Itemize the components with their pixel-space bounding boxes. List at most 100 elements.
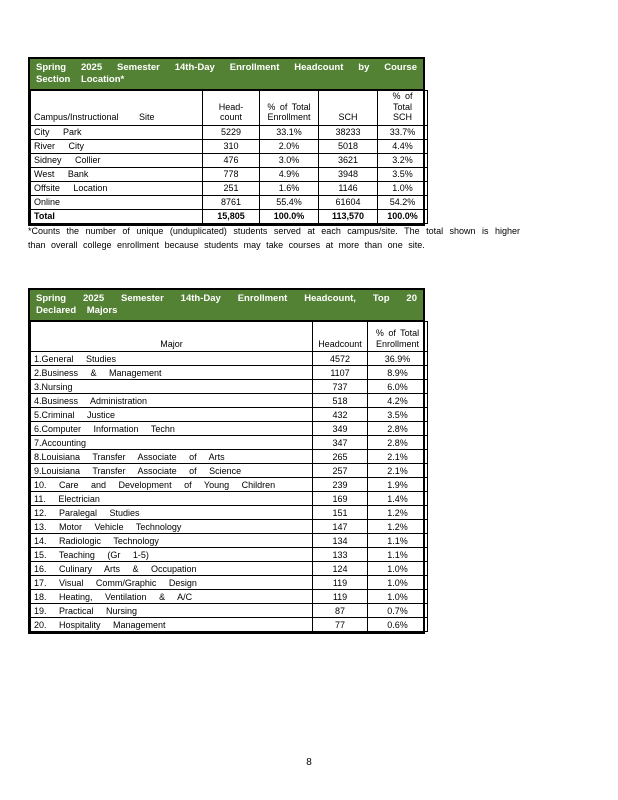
pct-enrollment-cell: 1.0% [367,561,428,576]
major-cell: 17. Visual Comm/Graphic Design [30,575,313,590]
major-cell: 18. Heating, Ventilation & A/C [30,589,313,604]
table-row: 10. Care and Development of Young Childr… [30,477,428,492]
major-cell: 5.Criminal Justice [30,407,313,422]
headcount-cell: 349 [312,421,368,436]
headcount-cell: 310 [202,138,260,154]
site-cell: Sidney Collier [30,152,203,168]
enrollment-by-location-table: Campus/Instructional Site Head- count % … [30,90,428,224]
major-cell: 13. Motor Vehicle Technology [30,519,313,534]
pct-enrollment-cell: 2.0% [259,138,319,154]
pct-enrollment-cell: 3.0% [259,152,319,168]
major-cell: 16. Culinary Arts & Occupation [30,561,313,576]
sch-cell: 3621 [318,152,378,168]
pct-enrollment-cell: 2.8% [367,435,428,450]
col-header-campus-site: Campus/Instructional Site [30,90,203,126]
headcount-cell: 133 [312,547,368,562]
table-row: 6.Computer Information Techn 349 2.8% [30,421,428,436]
major-cell: 2.Business & Management [30,365,313,380]
col-header-pct-sch: % of Total SCH [377,90,428,126]
headcount-cell: 124 [312,561,368,576]
table-row: 3.Nursing 737 6.0% [30,379,428,394]
pct-enrollment-cell: 1.4% [367,491,428,506]
headcount-cell: 265 [312,449,368,464]
sch-cell: 5018 [318,138,378,154]
site-cell: Online [30,194,203,210]
col-header-pct-enrollment: % of Total Enrollment [367,321,428,352]
table-row: 7.Accounting 347 2.8% [30,435,428,450]
pct-enrollment-cell: 36.9% [367,351,428,366]
major-cell: 10. Care and Development of Young Childr… [30,477,313,492]
headcount-cell: 15,805 [202,208,260,224]
col-header-headcount: Headcount [312,321,368,352]
major-cell: 12. Paralegal Studies [30,505,313,520]
table-row: 14. Radiologic Technology 134 1.1% [30,533,428,548]
table-row: 4.Business Administration 518 4.2% [30,393,428,408]
pct-enrollment-cell: 4.9% [259,166,319,182]
headcount-cell: 147 [312,519,368,534]
headcount-cell: 8761 [202,194,260,210]
pct-sch-cell: 4.4% [377,138,428,154]
table-row: 9.Louisiana Transfer Associate of Scienc… [30,463,428,478]
sch-cell: 113,570 [318,208,378,224]
table-row: City Park 5229 33.1% 38233 33.7% [30,124,428,140]
pct-sch-cell: 3.2% [377,152,428,168]
pct-sch-cell: 54.2% [377,194,428,210]
headcount-cell: 737 [312,379,368,394]
headcount-cell: 476 [202,152,260,168]
table-row: 8.Louisiana Transfer Associate of Arts 26… [30,449,428,464]
headcount-cell: 432 [312,407,368,422]
table2-header-row: Major Headcount % of Total Enrollment [30,321,428,352]
pct-sch-cell: 3.5% [377,166,428,182]
pct-enrollment-cell: 1.2% [367,505,428,520]
major-cell: 8.Louisiana Transfer Associate of Arts [30,449,313,464]
sch-cell: 61604 [318,194,378,210]
table-row: 13. Motor Vehicle Technology 147 1.2% [30,519,428,534]
site-cell: River City [30,138,203,154]
major-cell: 9.Louisiana Transfer Associate of Scienc… [30,463,313,478]
site-cell: City Park [30,124,203,140]
headcount-cell: 4572 [312,351,368,366]
major-cell: 15. Teaching (Gr 1-5) [30,547,313,562]
headcount-cell: 257 [312,463,368,478]
table-row: Online 8761 55.4% 61604 54.2% [30,194,428,210]
col-header-major: Major [30,321,313,352]
table-row: West Bank 778 4.9% 3948 3.5% [30,166,428,182]
pct-enrollment-cell: 1.6% [259,180,319,196]
table1-title: Spring 2025 Semester 14th-Day Enrollment… [30,59,423,90]
pct-enrollment-cell: 2.1% [367,449,428,464]
pct-enrollment-cell: 33.1% [259,124,319,140]
sch-cell: 1146 [318,180,378,196]
headcount-cell: 151 [312,505,368,520]
pct-enrollment-cell: 1.0% [367,575,428,590]
pct-enrollment-cell: 2.1% [367,463,428,478]
headcount-cell: 251 [202,180,260,196]
table-row: 17. Visual Comm/Graphic Design 119 1.0% [30,575,428,590]
pct-enrollment-cell: 100.0% [259,208,319,224]
table-row: 2.Business & Management 1107 8.9% [30,365,428,380]
table-row: 5.Criminal Justice 432 3.5% [30,407,428,422]
pct-enrollment-cell: 1.1% [367,547,428,562]
col-header-sch: SCH [318,90,378,126]
table-row: Offsite Location 251 1.6% 1146 1.0% [30,180,428,196]
table-row: 16. Culinary Arts & Occupation 124 1.0% [30,561,428,576]
top-20-majors-table-section: Spring 2025 Semester 14th-Day Enrollment… [28,288,428,634]
pct-enrollment-cell: 8.9% [367,365,428,380]
headcount-cell: 119 [312,575,368,590]
pct-enrollment-cell: 55.4% [259,194,319,210]
footnote: *Counts the number of unique (unduplicat… [28,226,520,250]
headcount-cell: 518 [312,393,368,408]
headcount-cell: 119 [312,589,368,604]
pct-enrollment-cell: 1.9% [367,477,428,492]
major-cell: 4.Business Administration [30,393,313,408]
pct-sch-cell: 33.7% [377,124,428,140]
headcount-cell: 5229 [202,124,260,140]
major-cell: 3.Nursing [30,379,313,394]
headcount-cell: 1107 [312,365,368,380]
headcount-cell: 134 [312,533,368,548]
headcount-cell: 347 [312,435,368,450]
major-cell: 7.Accounting [30,435,313,450]
table-row: Total 15,805 100.0% 113,570 100.0% [30,208,428,224]
table-row: 18. Heating, Ventilation & A/C 119 1.0% [30,589,428,604]
pct-enrollment-cell: 6.0% [367,379,428,394]
table-row: 19. Practical Nursing 87 0.7% [30,603,428,618]
